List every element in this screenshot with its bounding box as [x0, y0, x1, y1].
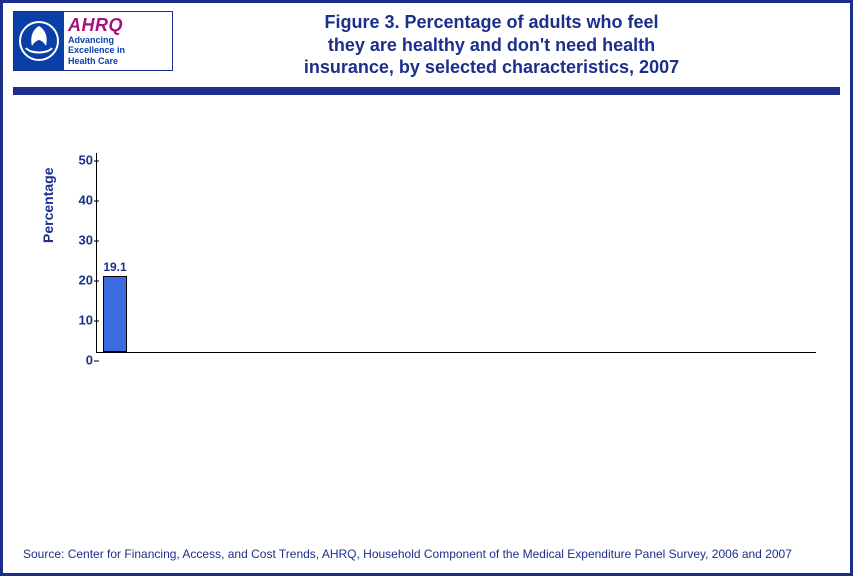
figure-frame: AHRQ Advancing Excellence in Health Care… — [0, 0, 853, 576]
y-tick: 0 — [63, 353, 93, 368]
ahrq-text: AHRQ Advancing Excellence in Health Care — [64, 12, 172, 70]
ahrq-acronym: AHRQ — [68, 16, 168, 34]
ahrq-logo: AHRQ Advancing Excellence in Health Care — [13, 11, 173, 71]
bar-value: 19.1 — [90, 260, 140, 274]
source-note: Source: Center for Financing, Access, an… — [23, 547, 833, 561]
plot-area: 0102030405019.1 — [96, 153, 816, 353]
bar-chart: Percentage 0102030405019.1 — [48, 153, 828, 513]
y-tick: 20 — [63, 273, 93, 288]
y-tick: 30 — [63, 233, 93, 248]
figure-title: Figure 3. Percentage of adults who feel … — [173, 11, 840, 79]
y-tick: 50 — [63, 153, 93, 168]
header-divider — [13, 87, 840, 95]
header: AHRQ Advancing Excellence in Health Care… — [3, 3, 850, 85]
hhs-seal-icon — [14, 12, 64, 70]
y-tick: 10 — [63, 313, 93, 328]
bar — [103, 276, 127, 352]
y-axis-label: Percentage — [40, 168, 56, 243]
y-tick: 40 — [63, 193, 93, 208]
ahrq-tagline: Advancing Excellence in Health Care — [68, 35, 168, 66]
